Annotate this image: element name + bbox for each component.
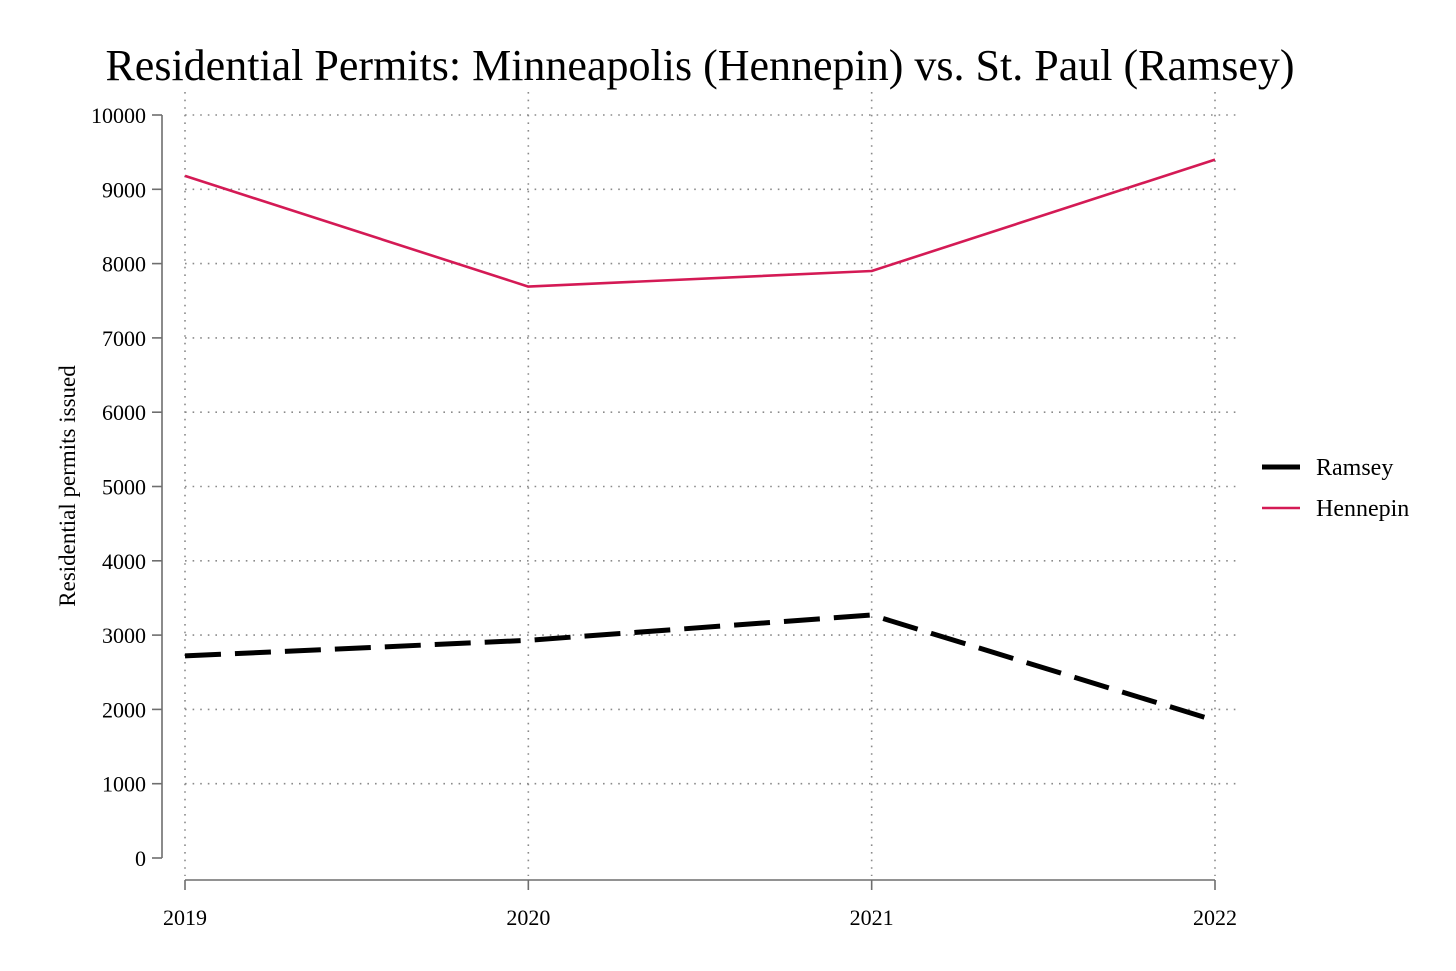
axes [161,115,1215,881]
y-tick-label: 5000 [102,475,146,500]
y-tick-label: 2000 [102,697,146,722]
y-tick-label: 0 [135,846,146,871]
chart-title: Residential Permits: Minneapolis (Hennep… [105,41,1294,90]
y-tick-label: 7000 [102,326,146,351]
legend-label-hennepin: Hennepin [1316,496,1409,522]
x-tick-label: 2022 [1193,905,1237,930]
legend-label-ramsey: Ramsey [1316,455,1393,481]
y-axis-ticks: 0 1000 2000 3000 4000 5000 6000 7000 8000 9000 100… [91,103,162,871]
y-tick-label: 9000 [102,177,146,202]
x-axis-ticks: 2019 2020 2021 2022 [163,880,1237,930]
y-tick-label: 3000 [102,623,146,648]
y-axis-label: Residential permits issued [55,365,80,607]
y-tick-label: 6000 [102,400,146,425]
x-tick-label: 2020 [506,905,550,930]
y-tick-label: 10000 [91,103,146,128]
y-tick-label: 1000 [102,772,146,797]
y-tick-label: 4000 [102,549,146,574]
x-tick-label: 2021 [850,905,894,930]
gridlines [184,92,1240,876]
x-tick-label: 2019 [163,905,207,930]
series-line-hennepin [184,158,1216,288]
series-lines [184,158,1216,723]
series-line-ramsey [184,612,1216,723]
y-tick-label: 8000 [102,252,146,277]
legend: Ramsey Hennepin [1262,455,1409,522]
